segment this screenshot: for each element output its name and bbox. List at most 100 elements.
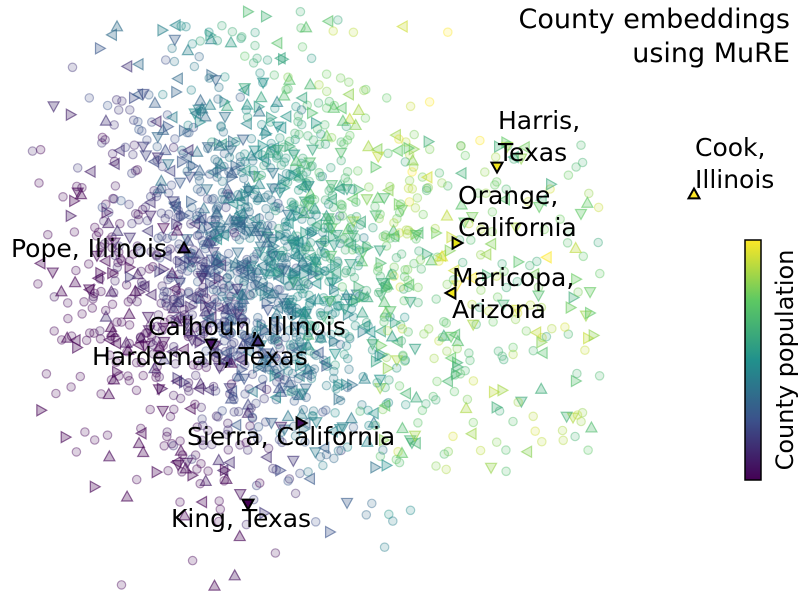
background-point [308,135,319,145]
background-point [594,268,605,279]
background-point [583,445,593,455]
background-point [136,88,150,101]
background-point [307,226,318,236]
background-point [314,80,324,90]
background-point [109,194,119,204]
background-point [442,279,452,290]
background-point [465,211,479,224]
background-point [235,318,249,330]
background-point [346,192,358,206]
highlighted-marker-2 [451,235,465,251]
background-point [133,215,144,225]
background-point [212,166,222,176]
background-point [441,374,454,388]
background-point [185,300,197,314]
background-point [239,149,250,159]
background-point [378,445,388,455]
background-point [193,360,204,371]
background-point [249,276,263,289]
background-point [162,287,172,297]
background-point [178,209,191,223]
background-point [340,184,354,196]
background-point [329,366,339,377]
background-point [212,35,223,46]
background-point [184,127,194,138]
background-point [371,151,385,164]
background-point [288,339,299,349]
background-point [178,148,189,159]
background-point [513,397,523,407]
background-point [217,228,229,242]
background-point [442,181,453,191]
background-point [151,250,162,260]
background-point [324,315,334,326]
highlighted-marker-0 [686,186,702,200]
background-point [363,405,373,416]
background-point [327,230,340,244]
background-point [217,176,228,187]
background-point [344,331,354,342]
background-point [292,291,303,302]
background-point [268,248,278,259]
background-point [151,368,162,378]
background-point [126,294,137,304]
background-point [530,426,540,436]
background-point [482,268,494,282]
background-point [326,132,337,143]
background-point [363,182,374,192]
background-point [205,169,215,179]
background-point [188,257,198,268]
background-point [379,317,389,327]
background-point [239,359,250,370]
background-point [141,328,151,338]
background-point [224,191,235,201]
background-point [230,209,244,222]
background-point [340,268,350,278]
background-point [246,281,256,292]
background-point [142,325,156,337]
background-point [236,196,246,207]
background-point [147,361,161,374]
background-point [424,144,435,155]
background-point [248,58,259,68]
background-point [221,300,232,310]
background-point [434,336,444,346]
background-point [408,430,422,443]
background-point [283,72,293,82]
background-point [333,258,343,268]
background-point [190,450,201,460]
background-point [407,167,417,177]
background-point [455,197,469,210]
background-point [275,343,285,353]
background-point [241,397,255,410]
background-point [325,253,336,264]
background-point [121,343,135,355]
background-point [108,287,119,298]
background-point [233,489,247,501]
background-point [198,109,212,122]
background-point [176,155,189,169]
background-point [223,425,233,435]
background-point [123,232,137,245]
background-point [285,340,295,350]
background-point [156,322,170,335]
background-point [497,351,507,361]
background-point [54,284,68,297]
background-point [535,346,548,360]
background-point [508,342,518,353]
background-point [428,391,438,402]
background-point [320,129,334,141]
background-point [303,472,316,486]
background-point [157,281,167,291]
background-point [284,325,295,336]
background-point [452,343,462,354]
background-point [261,127,273,141]
background-point [194,207,205,218]
background-point [300,262,313,276]
background-point [274,203,285,213]
background-point [284,474,295,484]
background-point [394,381,405,391]
background-point [283,476,293,486]
background-point [510,314,521,325]
